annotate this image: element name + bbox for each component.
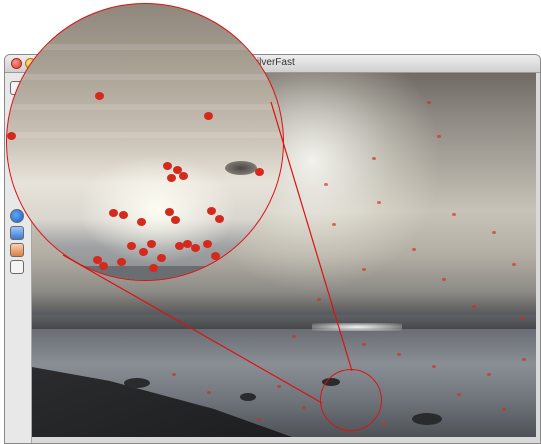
dust-marker <box>362 268 366 271</box>
dust-marker <box>457 393 461 396</box>
info-circle-icon[interactable] <box>10 209 24 223</box>
dust-marker <box>215 215 224 223</box>
rock <box>124 378 150 388</box>
dust-marker <box>324 183 328 186</box>
dust-marker <box>512 263 516 266</box>
close-window-button[interactable] <box>11 58 22 69</box>
dust-marker <box>317 298 321 301</box>
dust-marker <box>204 112 213 120</box>
window-title: SilverFast <box>250 57 295 68</box>
dust-marker <box>382 423 386 426</box>
dust-marker <box>437 135 441 138</box>
dust-marker <box>472 305 476 308</box>
dust-marker <box>207 207 216 215</box>
dust-marker <box>522 358 526 361</box>
dust-marker <box>175 242 184 250</box>
dust-marker <box>139 248 148 256</box>
dust-marker <box>492 231 496 234</box>
dust-marker <box>179 172 188 180</box>
dust-marker <box>377 201 381 204</box>
dust-marker <box>520 317 524 320</box>
dust-marker <box>173 166 182 174</box>
dust-marker <box>502 408 506 411</box>
dust-marker <box>207 391 211 394</box>
dust-marker <box>332 223 336 226</box>
dust-marker <box>127 242 136 250</box>
dust-marker <box>372 157 376 160</box>
dust-marker <box>191 244 200 252</box>
dust-marker <box>302 406 306 409</box>
cloud-streak <box>7 44 283 50</box>
dust-marker <box>95 92 104 100</box>
dust-marker <box>362 343 366 346</box>
rock <box>240 393 256 401</box>
dust-marker <box>119 211 128 219</box>
dust-marker <box>203 240 212 248</box>
dust-marker <box>157 254 166 262</box>
dust-marker <box>183 240 192 248</box>
dust-marker <box>171 216 180 224</box>
dust-marker <box>277 385 281 388</box>
rock <box>412 413 442 425</box>
dust-marker <box>213 262 222 270</box>
dust-marker <box>452 213 456 216</box>
dust-marker <box>109 209 118 217</box>
dust-marker <box>442 278 446 281</box>
cloud-streak <box>7 104 283 110</box>
dust-marker <box>137 218 146 226</box>
horizon-land <box>32 317 536 329</box>
dust-marker <box>117 258 126 266</box>
dust-marker <box>427 101 431 104</box>
dust-marker <box>412 248 416 251</box>
blue-tool-icon[interactable] <box>10 226 24 240</box>
dust-marker <box>167 174 176 182</box>
cloud-streak <box>7 132 283 138</box>
water-glare <box>312 323 402 331</box>
dust-marker <box>147 240 156 248</box>
dust-marker <box>211 252 220 260</box>
magnified-dark-spot <box>225 161 257 175</box>
dust-marker <box>7 132 16 140</box>
dust-marker <box>163 162 172 170</box>
shore-foreground <box>32 367 292 437</box>
dust-marker <box>257 418 261 421</box>
magnify-target-circle <box>320 369 382 431</box>
magnified-horizon <box>7 266 283 280</box>
magnified-view <box>6 3 284 281</box>
dust-marker <box>99 262 108 270</box>
dust-marker <box>255 168 264 176</box>
dust-marker <box>172 373 176 376</box>
cloud-streak <box>7 74 283 80</box>
dust-marker <box>487 373 491 376</box>
dust-marker <box>149 264 158 272</box>
dust-marker <box>292 335 296 338</box>
dust-marker <box>432 365 436 368</box>
color-tool-icon[interactable] <box>10 243 24 257</box>
dust-marker <box>397 353 401 356</box>
dust-marker <box>165 208 174 216</box>
